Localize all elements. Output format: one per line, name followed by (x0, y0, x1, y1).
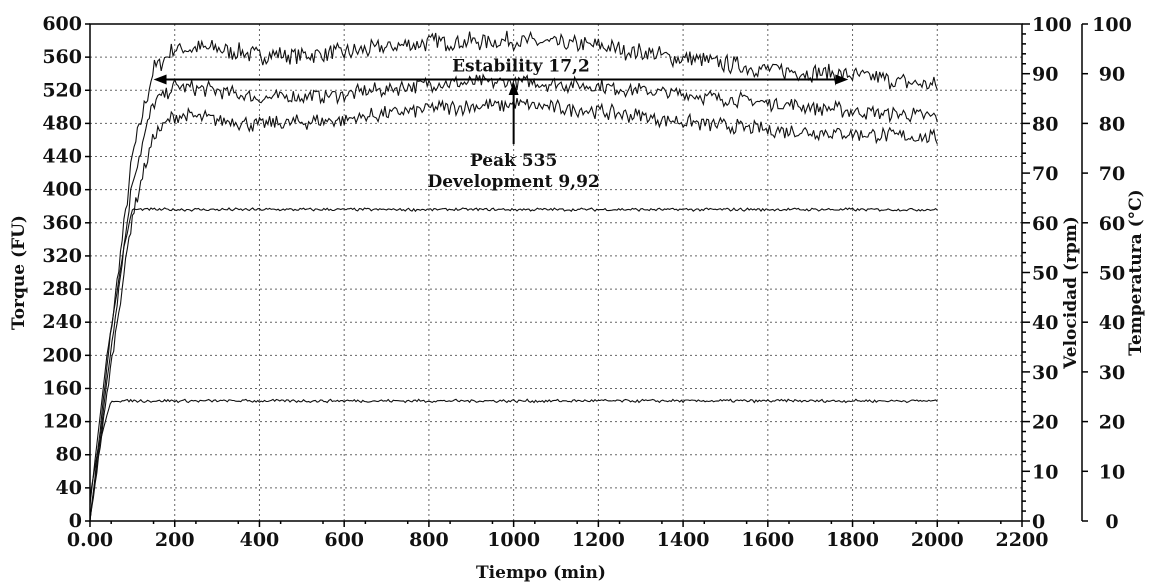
y-left-tick-label: 0 (69, 510, 82, 532)
y-right-2-tick-label: 10 (1099, 461, 1125, 483)
x-tick-label: 200 (155, 529, 195, 551)
y-right-2-tick-label: 70 (1099, 163, 1125, 185)
peak-label: Peak 535 (470, 151, 557, 171)
y-left-tick-label: 320 (42, 245, 82, 267)
stability-arrowhead-right (835, 74, 849, 85)
y-right-2-tick-label: 90 (1099, 64, 1125, 86)
development-label: Development 9,92 (427, 172, 599, 192)
x-tick-label: 1000 (487, 529, 540, 551)
grid (90, 24, 1022, 521)
series-line-5 (89, 398, 938, 497)
y-right-1-tick-label: 10 (1032, 461, 1058, 483)
y-right-1-tick-label: 80 (1032, 113, 1058, 135)
y-right-1-tick-label: 90 (1032, 64, 1058, 86)
axes: 0.00 200 400 600 800 1000 1200 1400 1600 1800 2000… (42, 13, 1132, 551)
x-tick-label: 2000 (911, 529, 964, 551)
x-tick-label: 800 (409, 529, 449, 551)
y-left-tick-label: 40 (56, 477, 82, 499)
y-right-1-tick-label: 70 (1032, 163, 1058, 185)
y-left-tick-label: 120 (42, 411, 82, 433)
y-right-1-tick-label: 50 (1032, 263, 1058, 285)
x-tick-label: 400 (240, 529, 280, 551)
y-right-2-tick-label: 80 (1099, 113, 1125, 135)
stability-label: Estability 17,2 (452, 56, 590, 76)
x-tick-label: 0.00 (67, 529, 113, 551)
y-right-1-tick-label: 0 (1032, 511, 1045, 533)
y-left-tick-label: 280 (42, 278, 82, 300)
x-axis-title: Tiempo (min) (476, 563, 606, 583)
y-right-2-tick-label: 60 (1099, 213, 1125, 235)
y-right-2-tick-label: 0 (1105, 511, 1118, 533)
y-right-2-tick-label: 50 (1099, 263, 1125, 285)
y-right-2-tick-label: 30 (1099, 362, 1125, 384)
y-left-tick-label: 80 (56, 444, 82, 466)
y-left-tick-label: 400 (42, 179, 82, 201)
y-right-1-tick-label: 20 (1032, 412, 1058, 434)
series-line-4 (89, 207, 938, 505)
x-tick-label: 1200 (572, 529, 625, 551)
x-tick-label: 600 (324, 529, 364, 551)
y-right-2-tick-label: 20 (1099, 412, 1125, 434)
series-line-2 (89, 73, 938, 521)
y-left-tick-label: 520 (42, 79, 82, 101)
peak-arrowhead (508, 81, 519, 95)
y-left-tick-label: 360 (42, 212, 82, 234)
x-tick-label: 1600 (741, 529, 794, 551)
y-axis-right-1-title: Velocidad (rpm) (1061, 216, 1081, 370)
y-axis-left-title: Torque (FU) (9, 215, 29, 330)
plot-frame (89, 23, 1023, 522)
x-tick-label: 1400 (657, 529, 710, 551)
annotations: Estability 17,2 Peak 535 Development 9,9… (153, 56, 849, 192)
y-right-1-tick-label: 40 (1032, 312, 1058, 334)
x-tick-label: 2200 (996, 529, 1049, 551)
y-left-tick-label: 240 (42, 311, 82, 333)
x-tick-label: 1800 (826, 529, 879, 551)
y-left-tick-label: 200 (42, 344, 82, 366)
y-left-tick-label: 560 (42, 46, 82, 68)
series-line-1 (89, 30, 938, 522)
y-left-tick-label: 480 (42, 112, 82, 134)
y-right-2-tick-label: 100 (1092, 14, 1132, 36)
y-left-tick-label: 440 (42, 146, 82, 168)
stability-arrowhead-left (153, 74, 167, 85)
y-right-1-tick-label: 60 (1032, 213, 1058, 235)
y-left-tick-label: 160 (42, 377, 82, 399)
y-axis-right-2-title: Temperatura (°C) (1126, 189, 1146, 355)
y-left-tick-label: 600 (42, 13, 82, 35)
y-right-1-tick-label: 30 (1032, 362, 1058, 384)
y-right-2-tick-label: 40 (1099, 312, 1125, 334)
y-right-1-tick-label: 100 (1032, 14, 1072, 36)
